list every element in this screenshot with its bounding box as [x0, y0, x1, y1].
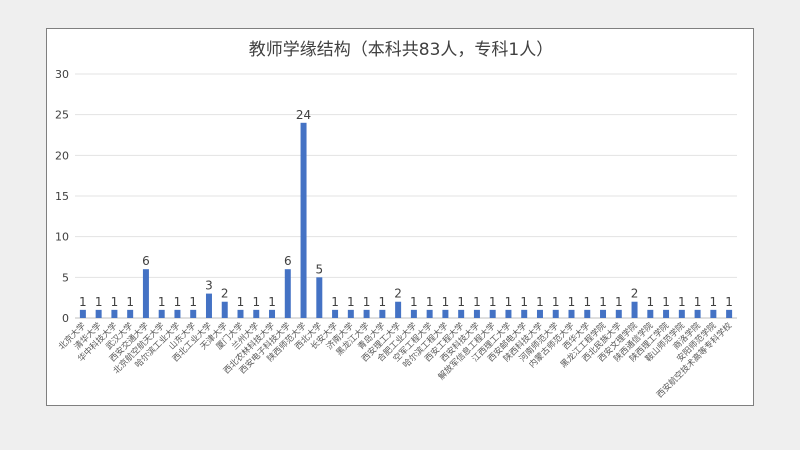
data-label: 1	[237, 295, 245, 309]
bar-33	[600, 309, 607, 318]
data-label: 3	[205, 279, 213, 293]
data-label: 1	[331, 295, 339, 309]
bars	[79, 122, 733, 318]
data-label: 2	[394, 287, 402, 301]
data-label: 1	[473, 295, 481, 309]
bar-17	[347, 309, 354, 318]
data-label: 1	[505, 295, 513, 309]
bar-1	[95, 309, 102, 318]
bar-13	[284, 269, 291, 318]
data-label: 1	[79, 295, 87, 309]
y-tick-label: 0	[62, 312, 69, 325]
bar-32	[584, 309, 591, 318]
bar-36	[647, 309, 654, 318]
bar-40	[710, 309, 717, 318]
data-label: 1	[489, 295, 497, 309]
data-label: 2	[221, 287, 229, 301]
bar-14	[300, 122, 307, 318]
x-axis: 北京大学清华大学华中科技大学武汉大学西安交通大学北京航空航天大学哈尔滨工业大学山…	[56, 320, 734, 400]
data-label: 1	[442, 295, 450, 309]
bar-9	[221, 301, 228, 318]
bar-30	[552, 309, 559, 318]
data-label: 1	[426, 295, 434, 309]
data-label: 6	[284, 254, 292, 268]
bar-37	[663, 309, 670, 318]
bar-27	[505, 309, 512, 318]
bar-23	[442, 309, 449, 318]
bar-28	[521, 309, 528, 318]
grid-lines	[75, 73, 737, 319]
bar-26	[489, 309, 496, 318]
bar-25	[473, 309, 480, 318]
data-label: 1	[111, 295, 119, 309]
bar-22	[426, 309, 433, 318]
data-label: 1	[599, 295, 607, 309]
y-tick-label: 15	[55, 190, 69, 203]
bar-24	[458, 309, 465, 318]
data-label: 1	[457, 295, 465, 309]
bar-35	[631, 301, 638, 318]
y-tick-label: 20	[55, 149, 69, 162]
data-label: 1	[520, 295, 528, 309]
bar-0	[79, 309, 86, 318]
data-label: 1	[583, 295, 591, 309]
bar-6	[174, 309, 181, 318]
data-label: 1	[710, 295, 718, 309]
data-label: 1	[363, 295, 371, 309]
y-axis: 0 5 10 15 20 25 30	[55, 68, 69, 325]
data-label: 1	[615, 295, 623, 309]
bar-41	[726, 309, 733, 318]
bar-21	[410, 309, 417, 318]
chart-title: 教师学缘结构（本科共83人，专科1人）	[249, 40, 553, 60]
data-label: 1	[126, 295, 134, 309]
data-label: 1	[95, 295, 103, 309]
bar-5	[158, 309, 165, 318]
bar-38	[678, 309, 685, 318]
data-label: 1	[410, 295, 418, 309]
data-label: 1	[646, 295, 654, 309]
data-label: 1	[536, 295, 544, 309]
data-label: 1	[694, 295, 702, 309]
bar-8	[205, 293, 212, 318]
data-label: 1	[189, 295, 197, 309]
bar-29	[536, 309, 543, 318]
bar-10	[237, 309, 244, 318]
bar-15	[316, 277, 323, 318]
bar-11	[253, 309, 260, 318]
bar-19	[379, 309, 386, 318]
data-label: 1	[268, 295, 276, 309]
y-tick-label: 10	[55, 231, 69, 244]
data-label: 1	[174, 295, 182, 309]
data-label: 24	[296, 108, 311, 122]
bar-20	[395, 301, 402, 318]
y-tick-label: 5	[62, 271, 69, 284]
bar-39	[694, 309, 701, 318]
y-tick-label: 30	[55, 68, 69, 81]
data-label: 1	[347, 295, 355, 309]
bar-12	[269, 309, 276, 318]
bar-3	[127, 309, 134, 318]
bar-7	[190, 309, 197, 318]
bar-16	[332, 309, 339, 318]
data-label: 1	[568, 295, 576, 309]
data-label: 1	[158, 295, 166, 309]
y-tick-label: 25	[55, 109, 69, 122]
data-label: 6	[142, 254, 150, 268]
data-label: 1	[662, 295, 670, 309]
data-label: 1	[678, 295, 686, 309]
data-label: 2	[631, 287, 639, 301]
bar-31	[568, 309, 575, 318]
data-label: 1	[379, 295, 387, 309]
data-label: 1	[252, 295, 260, 309]
bar-4	[142, 269, 149, 318]
data-label: 5	[315, 262, 323, 276]
data-label: 1	[552, 295, 560, 309]
bar-2	[111, 309, 118, 318]
bar-34	[615, 309, 622, 318]
bar-18	[363, 309, 370, 318]
data-label: 1	[725, 295, 733, 309]
